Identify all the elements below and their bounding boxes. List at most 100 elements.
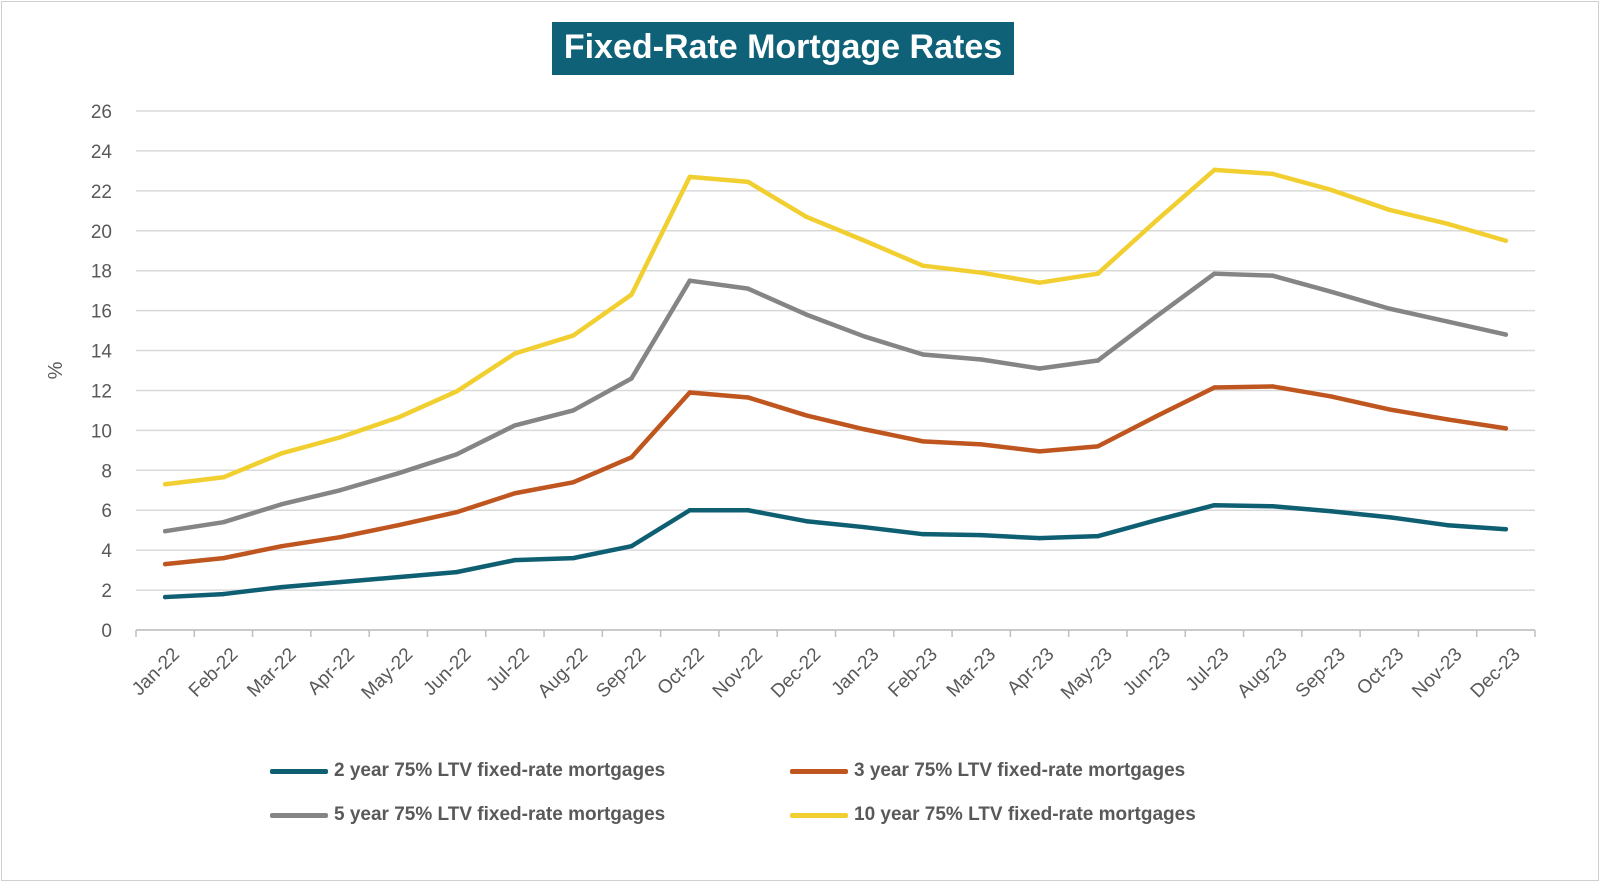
y-tick-label: 24 bbox=[91, 142, 113, 163]
data-point bbox=[920, 531, 926, 537]
data-point bbox=[1328, 187, 1334, 193]
data-point bbox=[687, 174, 692, 180]
data-point bbox=[745, 286, 751, 291]
data-point bbox=[570, 333, 576, 338]
data-point bbox=[804, 312, 809, 317]
x-tick-label: Jul-23 bbox=[1182, 644, 1233, 695]
data-point bbox=[1153, 218, 1159, 223]
series-line-3 bbox=[162, 271, 1509, 534]
data-point bbox=[396, 574, 401, 580]
y-tick-label: 8 bbox=[101, 461, 112, 482]
data-point bbox=[1387, 407, 1392, 412]
x-tick-label: Feb-22 bbox=[185, 644, 242, 701]
data-point bbox=[221, 591, 226, 597]
y-tick-label: 22 bbox=[91, 182, 112, 203]
data-point bbox=[221, 475, 226, 480]
x-tick-label: Mar-22 bbox=[243, 644, 300, 701]
x-tick-label: Jun-22 bbox=[420, 644, 476, 700]
data-point bbox=[1270, 171, 1275, 177]
legend-label: 10 year 75% LTV fixed-rate mortgages bbox=[854, 804, 1196, 825]
data-point bbox=[804, 413, 809, 418]
y-tick-label: 20 bbox=[91, 222, 112, 243]
y-axis-title: % bbox=[45, 361, 67, 379]
data-point bbox=[629, 455, 634, 460]
data-point bbox=[337, 435, 343, 440]
data-point bbox=[1445, 319, 1450, 324]
x-tick-label: Dec-23 bbox=[1467, 644, 1525, 702]
x-tick-label: May-23 bbox=[1057, 644, 1117, 704]
y-tick-label: 6 bbox=[101, 501, 112, 522]
y-tick-label: 4 bbox=[101, 541, 112, 562]
data-point bbox=[1095, 533, 1101, 539]
data-point bbox=[279, 584, 284, 590]
data-point bbox=[1037, 535, 1042, 541]
x-tick-label: Oct-22 bbox=[654, 644, 709, 699]
data-point bbox=[1037, 280, 1042, 285]
data-point bbox=[629, 543, 634, 549]
data-point bbox=[804, 519, 809, 524]
data-point bbox=[1387, 515, 1392, 520]
y-tick-label: 10 bbox=[91, 421, 112, 442]
data-point bbox=[162, 482, 168, 487]
data-point bbox=[920, 439, 926, 444]
data-point bbox=[629, 376, 634, 381]
data-point bbox=[1445, 417, 1450, 422]
data-point bbox=[862, 334, 867, 339]
y-tick-label: 2 bbox=[101, 581, 112, 602]
data-point bbox=[570, 555, 576, 561]
data-point bbox=[687, 508, 692, 513]
y-tick-label: 12 bbox=[91, 381, 112, 402]
x-tick-label: Sep-22 bbox=[592, 644, 650, 702]
x-tick-label: Dec-22 bbox=[767, 644, 825, 702]
data-point bbox=[162, 594, 168, 600]
data-point bbox=[862, 427, 867, 432]
data-point bbox=[1503, 526, 1509, 532]
legend-swatch bbox=[270, 768, 328, 774]
x-tick-label: Oct-23 bbox=[1353, 644, 1408, 699]
x-tick-label: Jan-23 bbox=[828, 644, 884, 700]
x-tick-label: Feb-23 bbox=[884, 644, 941, 701]
x-tick-label: Aug-22 bbox=[534, 644, 592, 702]
data-point bbox=[1328, 289, 1334, 294]
legend-swatch bbox=[790, 768, 848, 774]
data-point bbox=[920, 263, 926, 268]
data-point bbox=[979, 270, 984, 275]
chart-title-wrap: Fixed-Rate Mortgage Rates bbox=[0, 22, 1566, 75]
data-point bbox=[1153, 518, 1159, 523]
data-point bbox=[1328, 509, 1334, 514]
data-point bbox=[337, 488, 343, 493]
legend-item: 5 year 75% LTV fixed-rate mortgages bbox=[270, 804, 790, 826]
legend-swatch bbox=[270, 812, 328, 818]
data-point bbox=[454, 452, 459, 457]
data-point bbox=[629, 292, 634, 297]
legend-label: 3 year 75% LTV fixed-rate mortgages bbox=[854, 760, 1186, 781]
data-point bbox=[1387, 306, 1392, 311]
y-tick-label: 18 bbox=[91, 262, 112, 283]
data-point bbox=[979, 442, 984, 447]
data-point bbox=[279, 543, 284, 549]
data-point bbox=[396, 523, 401, 528]
data-point bbox=[1503, 332, 1509, 337]
data-point bbox=[454, 569, 459, 575]
data-point bbox=[1503, 426, 1509, 431]
x-tick-label: Sep-23 bbox=[1292, 644, 1350, 702]
x-tick-label: Aug-23 bbox=[1233, 644, 1291, 702]
data-point bbox=[454, 389, 459, 394]
data-point bbox=[1095, 271, 1101, 276]
data-point bbox=[1212, 503, 1217, 508]
data-point bbox=[1037, 449, 1042, 454]
y-tick-label: 16 bbox=[91, 302, 112, 323]
x-tick-label: Apr-23 bbox=[1003, 644, 1058, 699]
x-tick-label: May-22 bbox=[358, 644, 418, 704]
data-point bbox=[1270, 504, 1275, 509]
data-point bbox=[862, 524, 867, 530]
data-point bbox=[1503, 238, 1509, 243]
data-point bbox=[512, 423, 518, 428]
y-tick-label: 0 bbox=[101, 621, 112, 642]
legend-item: 2 year 75% LTV fixed-rate mortgages bbox=[270, 760, 790, 782]
data-point bbox=[1037, 366, 1042, 371]
data-point bbox=[1270, 384, 1275, 389]
data-point bbox=[512, 491, 518, 496]
